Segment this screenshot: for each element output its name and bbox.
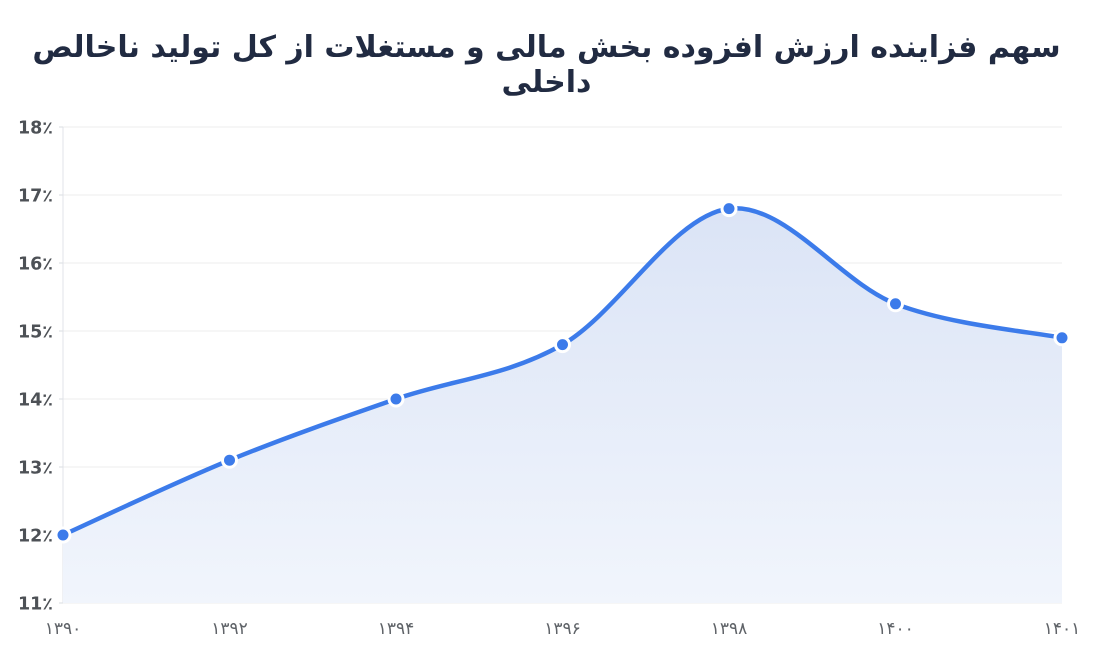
y-axis-tick-label: 16٪ (18, 255, 53, 275)
y-axis-tick-label: 18٪ (18, 119, 53, 139)
x-axis-tick-label: ۱۳۹۰ (45, 619, 82, 639)
data-point-marker-6[interactable] (1053, 329, 1071, 347)
y-axis-tick-label: 11٪ (18, 595, 53, 615)
data-point-marker-2[interactable] (387, 390, 405, 408)
data-point-marker-5[interactable] (887, 295, 904, 313)
y-axis-tick-label: 17٪ (18, 187, 53, 207)
y-axis-tick-label: 14٪ (18, 391, 53, 411)
x-axis-tick-label: ۱۳۹۴ (378, 619, 415, 639)
data-point-marker-1[interactable] (221, 451, 238, 469)
area-fill (63, 208, 1062, 604)
x-axis-tick-label: ۱۴۰۱ (1044, 619, 1081, 639)
x-axis-tick-label: ۱۳۹۲ (211, 619, 248, 639)
x-axis-tick-label: ۱۳۹۶ (544, 619, 581, 639)
x-axis-tick-label: ۱۴۰۰ (877, 619, 914, 639)
chart-title: سهم فزاینده ارزش افزوده بخش مالی و مستغل… (32, 30, 1061, 100)
y-axis-tick-label: 12٪ (18, 527, 53, 547)
data-point-marker-3[interactable] (554, 336, 571, 354)
x-axis-tick-label: ۱۳۹۸ (711, 619, 748, 639)
data-point-marker-0[interactable] (54, 526, 72, 544)
y-axis-tick-label: 15٪ (18, 323, 53, 343)
data-point-marker-4[interactable] (720, 200, 738, 218)
y-axis-tick-label: 13٪ (18, 459, 53, 479)
